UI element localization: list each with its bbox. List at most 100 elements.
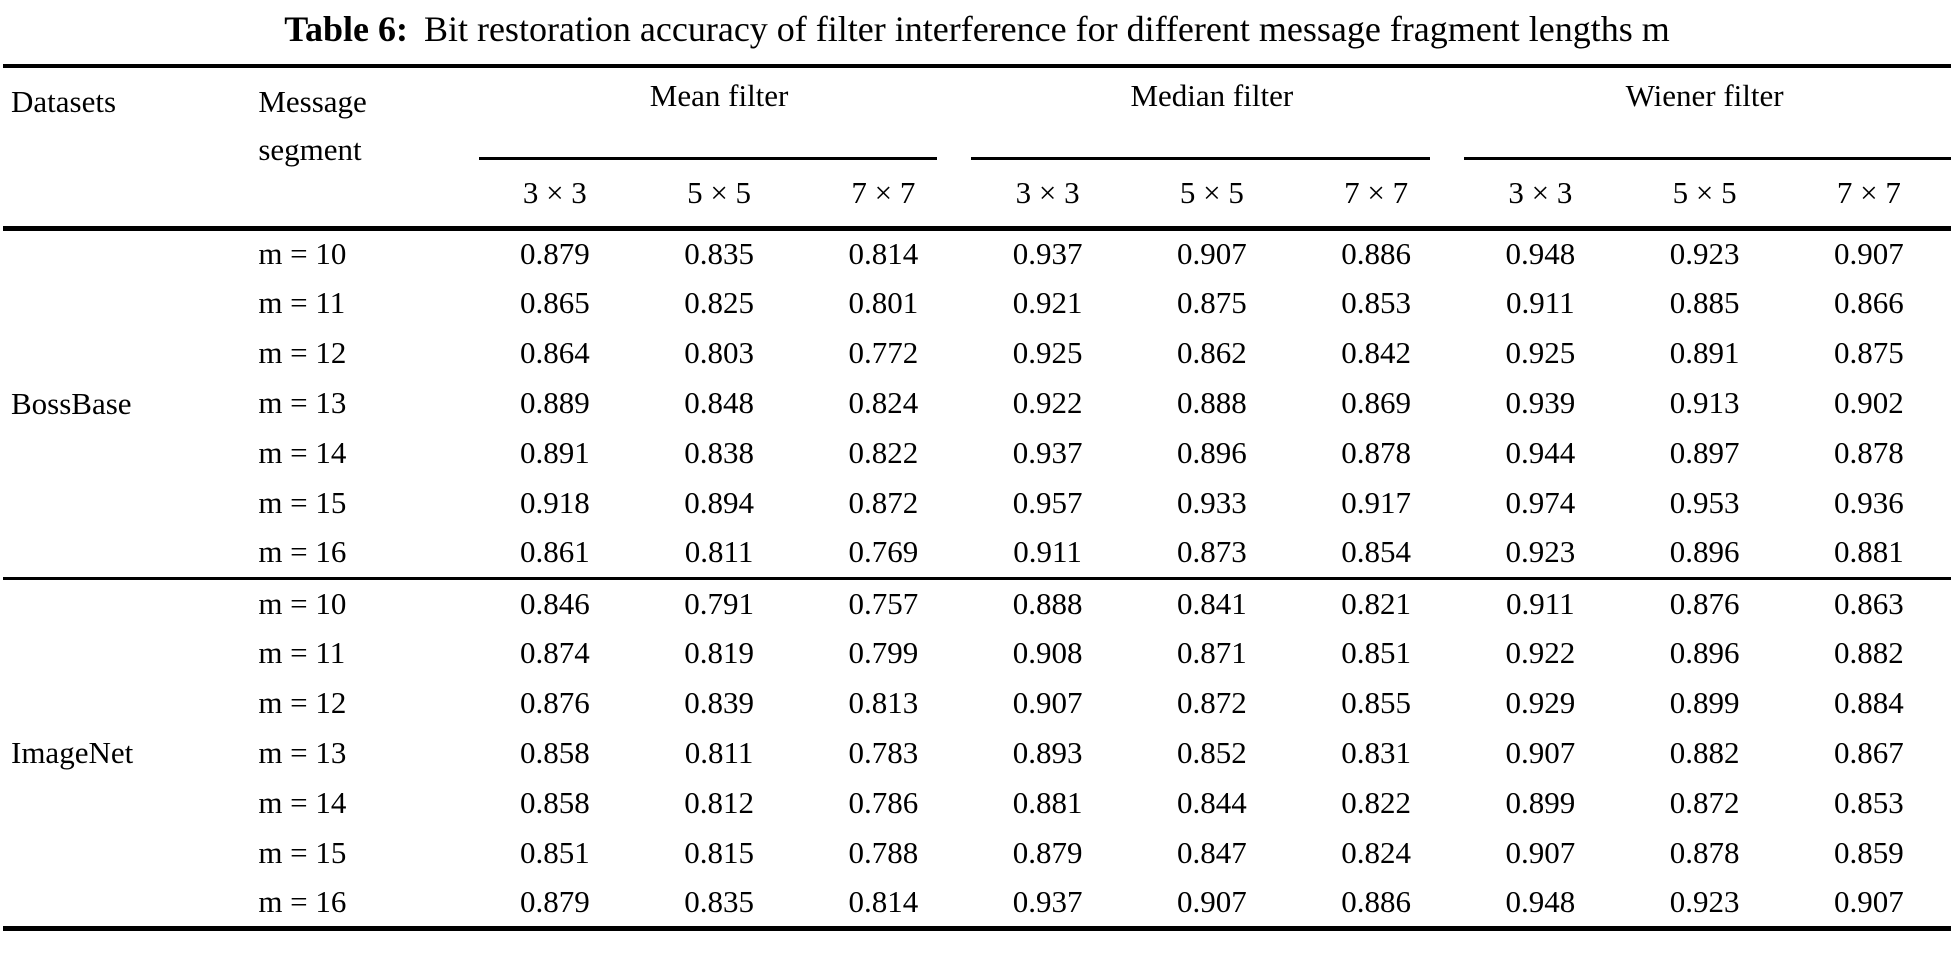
value-cell: 0.876 (519, 685, 590, 720)
col-header-kernel-median-7x7: 7 × 7 (1293, 160, 1459, 231)
segment-cell: m = 16 (258, 883, 347, 919)
value-cell: 0.825 (684, 285, 754, 320)
table-row: m = 12 0.864 0.803 0.772 0.925 0.862 0.8… (3, 328, 1951, 378)
value-cell: 0.872 (1669, 785, 1740, 820)
value-cell: 0.878 (1669, 835, 1740, 870)
value-cell: 0.922 (1505, 635, 1576, 670)
value-cell: 0.866 (1833, 285, 1904, 320)
value-cell: 0.814 (848, 236, 919, 272)
value-cell: 0.822 (848, 435, 919, 470)
segment-cell: m = 15 (258, 485, 347, 520)
value-cell: 0.936 (1833, 485, 1904, 520)
paper-page: Table 6: Bit restoration accuracy of filt… (3, 9, 1951, 931)
table-row: m = 14 0.858 0.812 0.786 0.881 0.844 0.8… (3, 778, 1951, 828)
segment-cell: m = 11 (258, 635, 346, 670)
value-cell: 0.861 (519, 534, 590, 570)
value-cell: 0.769 (848, 534, 919, 570)
col-header-kernel-mean-7x7: 7 × 7 (801, 160, 966, 231)
value-cell: 0.948 (1505, 236, 1576, 272)
table-row: m = 13 0.858 0.811 0.783 0.893 0.852 0.8… (3, 728, 1951, 778)
value-cell: 0.948 (1505, 883, 1576, 919)
value-cell: 0.907 (1012, 685, 1083, 720)
value-cell: 0.811 (684, 534, 754, 570)
value-cell: 0.803 (684, 335, 754, 370)
value-cell: 0.831 (1341, 735, 1411, 770)
value-cell: 0.875 (1833, 335, 1904, 370)
value-cell: 0.939 (1505, 385, 1576, 420)
value-cell: 0.791 (636, 576, 802, 628)
table-row: m = 15 0.851 0.815 0.788 0.879 0.847 0.8… (3, 828, 1951, 878)
value-cell: 0.869 (1341, 385, 1411, 420)
col-header-datasets: Datasets (3, 66, 209, 231)
col-header-message-segment: Message segment (208, 66, 473, 231)
value-cell: 0.844 (1176, 785, 1247, 820)
value-cell: 0.851 (519, 835, 590, 870)
value-cell: 0.894 (684, 485, 754, 520)
col-header-kernel-mean-5x5: 5 × 5 (636, 160, 802, 231)
value-cell: 0.896 (1669, 635, 1740, 670)
value-cell: 0.871 (1176, 635, 1247, 670)
table-row: ImageNet m = 10 0.846 0.791 0.757 0.888 … (3, 576, 1951, 928)
value-cell: 0.811 (684, 735, 754, 770)
col-group-median-filter: Median filter (965, 66, 1458, 160)
col-header-kernel-wiener-7x7: 7 × 7 (1786, 160, 1951, 231)
value-cell: 0.863 (1786, 576, 1951, 628)
table-row: m = 11 0.865 0.825 0.801 0.921 0.875 0.8… (3, 278, 1951, 328)
value-cell: 0.867 (1833, 735, 1904, 770)
value-cell: 0.881 (1833, 534, 1904, 570)
table-row: BossBase m = 10 0.879 0.835 0.814 0.937 … (3, 228, 1951, 420)
value-cell: 0.872 (848, 485, 919, 520)
value-cell: 0.884 (1833, 685, 1904, 720)
value-cell: 0.873 (1176, 534, 1247, 570)
value-cell: 0.875 (1176, 285, 1247, 320)
value-cell: 0.882 (1833, 635, 1904, 670)
table-row: m = 14 0.891 0.838 0.822 0.937 0.896 0.8… (3, 428, 1951, 478)
value-cell: 0.917 (1341, 485, 1411, 520)
segment-cell: m = 15 (258, 835, 347, 870)
value-cell: 0.852 (1176, 735, 1247, 770)
value-cell: 0.902 (1833, 385, 1904, 420)
value-cell: 0.891 (1669, 335, 1740, 370)
col-header-kernel-median-5x5: 5 × 5 (1129, 160, 1294, 231)
value-cell: 0.907 (1176, 236, 1247, 272)
value-cell: 0.846 (472, 576, 637, 628)
value-cell: 0.907 (1176, 883, 1247, 919)
value-cell: 0.879 (1012, 835, 1083, 870)
value-cell: 0.835 (684, 883, 754, 919)
value-cell: 0.881 (1012, 785, 1083, 820)
segment-cell: m = 14 (258, 435, 347, 470)
value-cell: 0.788 (848, 835, 919, 870)
dataset-label-imagenet: ImageNet (3, 576, 209, 928)
value-cell: 0.839 (684, 685, 754, 720)
value-cell: 0.859 (1833, 835, 1904, 870)
col-group-mean-filter: Mean filter (473, 66, 966, 160)
header-row-kernels: 3 × 3 5 × 5 7 × 7 3 × 3 5 × 5 7 × 7 3 × … (3, 160, 1951, 231)
value-cell: 0.899 (1505, 785, 1576, 820)
value-cell: 0.886 (1341, 883, 1411, 919)
results-table: Datasets Message segment Mean filter Med… (3, 64, 1951, 931)
segment-cell: m = 16 (258, 534, 347, 570)
table-caption-text: Bit restoration accuracy of filter inter… (423, 9, 1670, 49)
value-cell: 0.847 (1176, 835, 1247, 870)
value-cell: 0.885 (1669, 285, 1740, 320)
value-cell: 0.882 (1669, 735, 1740, 770)
value-cell: 0.925 (1012, 335, 1083, 370)
value-cell: 0.835 (684, 236, 754, 272)
value-cell: 0.786 (848, 785, 919, 820)
col-header-kernel-wiener-5x5: 5 × 5 (1622, 160, 1787, 231)
value-cell: 0.865 (519, 285, 590, 320)
value-cell: 0.944 (1505, 435, 1576, 470)
value-cell: 0.911 (1458, 576, 1623, 628)
value-cell: 0.907 (1505, 735, 1576, 770)
value-cell: 0.889 (519, 385, 590, 420)
value-cell: 0.925 (1505, 335, 1576, 370)
segment-cell: m = 12 (258, 335, 347, 370)
value-cell: 0.893 (1012, 735, 1083, 770)
value-cell: 0.929 (1505, 685, 1576, 720)
col-group-wiener-filter: Wiener filter (1458, 66, 1951, 160)
value-cell: 0.812 (684, 785, 754, 820)
value-cell: 0.922 (1012, 385, 1083, 420)
value-cell: 0.937 (1012, 236, 1083, 272)
value-cell: 0.772 (848, 335, 919, 370)
group-label-median: Median filter (1130, 78, 1294, 113)
